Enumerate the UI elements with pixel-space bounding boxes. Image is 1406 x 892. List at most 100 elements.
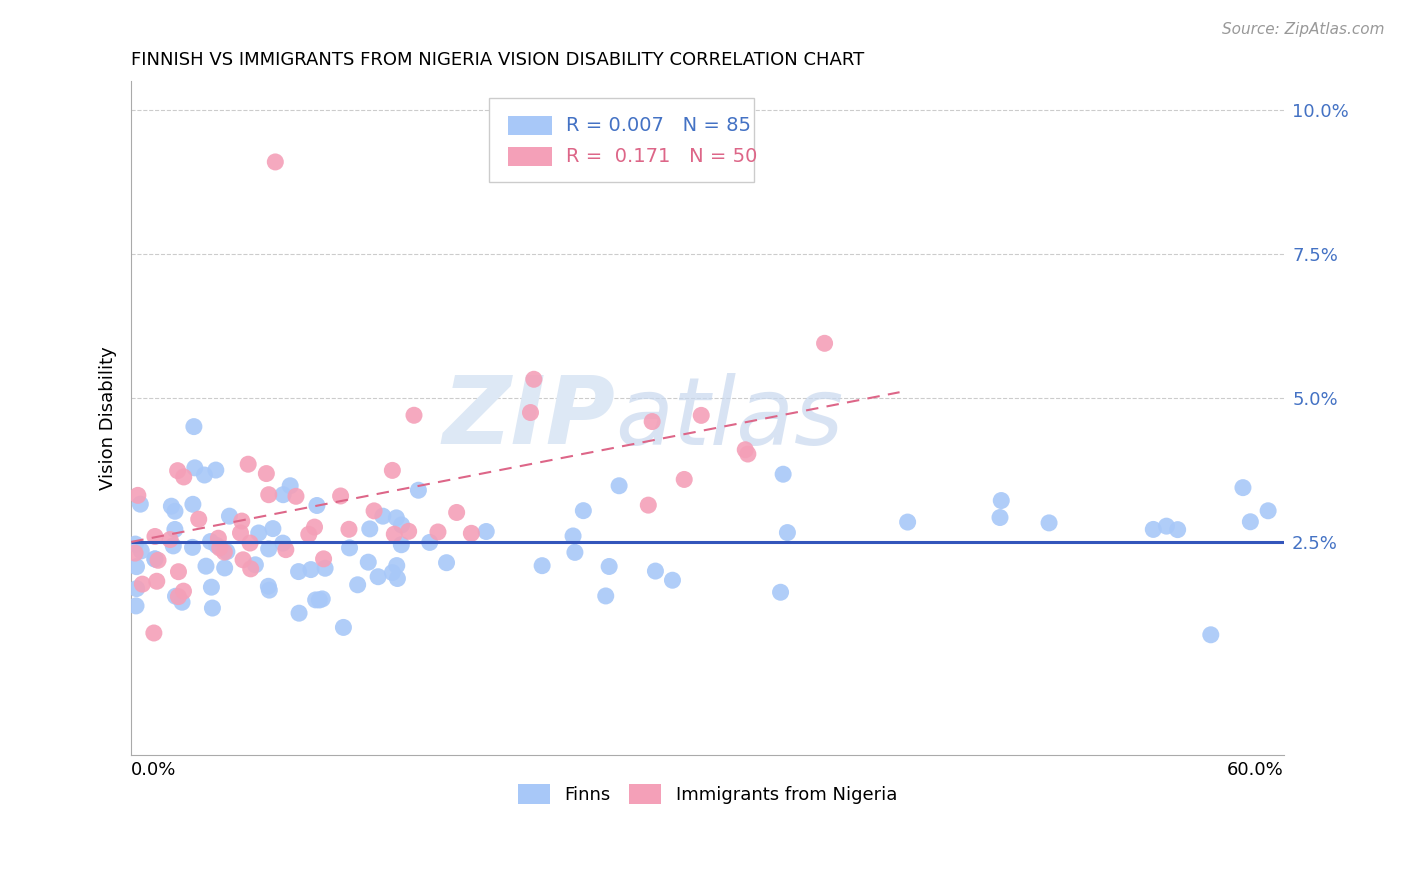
Point xyxy=(299,563,322,577)
Point xyxy=(218,509,240,524)
Point xyxy=(661,573,683,587)
Point xyxy=(125,559,148,574)
Bar xyxy=(508,116,553,136)
Point xyxy=(398,524,420,539)
Point xyxy=(201,601,224,615)
Point xyxy=(381,566,404,580)
Point xyxy=(238,457,260,471)
Point xyxy=(357,555,380,569)
Point xyxy=(167,565,190,579)
Point xyxy=(311,591,333,606)
Point xyxy=(215,544,238,558)
Point xyxy=(207,531,229,545)
Point xyxy=(382,527,405,541)
Point xyxy=(143,551,166,566)
Point xyxy=(644,564,666,578)
Point xyxy=(287,565,309,579)
Point xyxy=(163,523,186,537)
Point xyxy=(193,468,215,483)
Point xyxy=(990,493,1012,508)
Point xyxy=(160,499,183,513)
Point xyxy=(337,522,360,536)
Point xyxy=(1156,519,1178,533)
Point xyxy=(145,574,167,589)
Point xyxy=(181,497,204,511)
Point xyxy=(208,541,231,555)
Point xyxy=(595,589,617,603)
Point xyxy=(314,561,336,575)
Point xyxy=(363,504,385,518)
Point xyxy=(127,488,149,502)
Point xyxy=(332,620,354,634)
Point xyxy=(475,524,498,539)
Text: FINNISH VS IMMIGRANTS FROM NIGERIA VISION DISABILITY CORRELATION CHART: FINNISH VS IMMIGRANTS FROM NIGERIA VISIO… xyxy=(131,51,865,69)
Point xyxy=(124,537,146,551)
FancyBboxPatch shape xyxy=(488,98,754,182)
Point xyxy=(641,415,664,429)
Point xyxy=(387,572,409,586)
Point xyxy=(367,570,389,584)
Point xyxy=(239,536,262,550)
Point xyxy=(259,583,281,598)
Point xyxy=(247,525,270,540)
Point xyxy=(129,544,152,558)
Text: ZIP: ZIP xyxy=(443,372,616,464)
Point xyxy=(187,512,209,526)
Point xyxy=(125,599,148,613)
Point xyxy=(229,525,252,540)
Point xyxy=(195,559,218,574)
Point xyxy=(531,558,554,573)
Point xyxy=(231,514,253,528)
Point xyxy=(143,552,166,566)
Point xyxy=(245,558,267,572)
Text: atlas: atlas xyxy=(616,373,844,464)
Point xyxy=(125,582,148,596)
Point xyxy=(200,534,222,549)
Point xyxy=(170,595,193,609)
Point xyxy=(165,589,187,603)
Point xyxy=(1167,523,1189,537)
Point xyxy=(389,538,412,552)
Point xyxy=(146,553,169,567)
Point xyxy=(402,409,425,423)
Text: Source: ZipAtlas.com: Source: ZipAtlas.com xyxy=(1222,22,1385,37)
Y-axis label: Vision Disability: Vision Disability xyxy=(100,346,117,490)
Point xyxy=(460,526,482,541)
Point xyxy=(564,545,586,559)
Point xyxy=(264,155,287,169)
Point xyxy=(257,488,280,502)
Point xyxy=(131,577,153,591)
Point xyxy=(254,467,277,481)
Point xyxy=(257,541,280,556)
Point xyxy=(1239,515,1261,529)
Point xyxy=(598,559,620,574)
Point xyxy=(523,372,546,386)
Bar xyxy=(508,146,553,166)
Point xyxy=(673,472,696,486)
Point xyxy=(637,498,659,512)
Point xyxy=(769,585,792,599)
Point xyxy=(426,524,449,539)
Point xyxy=(813,336,835,351)
Point xyxy=(385,558,408,573)
Point xyxy=(173,470,195,484)
Point xyxy=(257,579,280,593)
Point xyxy=(288,606,311,620)
Point xyxy=(737,447,759,461)
Point xyxy=(167,590,190,604)
Point xyxy=(239,562,262,576)
Point xyxy=(172,584,194,599)
Point xyxy=(359,522,381,536)
Point xyxy=(381,463,404,477)
Point xyxy=(312,552,335,566)
Point xyxy=(271,488,294,502)
Point xyxy=(142,626,165,640)
Point xyxy=(214,545,236,559)
Point xyxy=(1232,481,1254,495)
Point xyxy=(271,536,294,550)
Point xyxy=(298,527,321,541)
Point xyxy=(262,522,284,536)
Point xyxy=(305,499,328,513)
Text: 60.0%: 60.0% xyxy=(1227,761,1284,779)
Point xyxy=(304,520,326,534)
